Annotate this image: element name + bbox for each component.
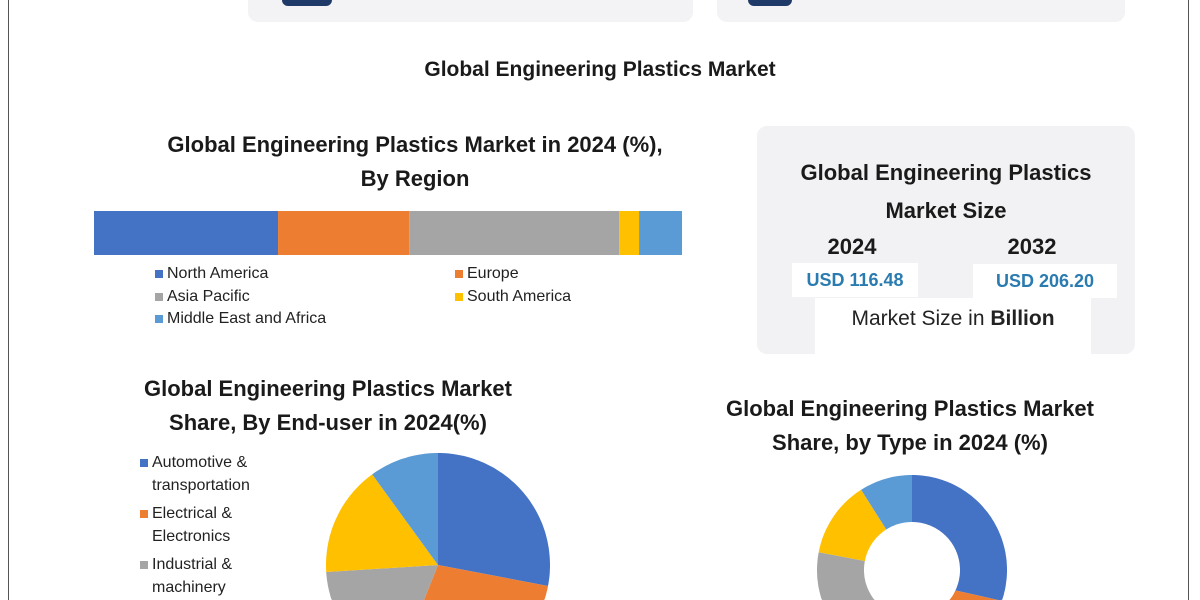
- enduser-chart-title: Global Engineering Plastics Market Share…: [100, 372, 556, 440]
- bar-segment-europe: [278, 211, 410, 255]
- legend-label: South America: [467, 288, 572, 305]
- enduser-slice-1: [438, 453, 550, 586]
- top-card-right: [717, 0, 1125, 22]
- legend-swatch: [155, 315, 163, 323]
- legend-item: Industrial & machinery: [140, 553, 232, 599]
- unit-bold: Billion: [990, 307, 1055, 330]
- year-2032: 2032: [1007, 234, 1057, 259]
- type-slice-5: [861, 475, 912, 530]
- legend-swatch: [155, 270, 163, 278]
- type-slice-2: [882, 590, 998, 600]
- region-chart-title: Global Engineering Plastics Market in 20…: [90, 128, 740, 196]
- legend-item: Asia Pacific: [155, 288, 250, 306]
- top-card-left: [248, 0, 693, 22]
- legend-label: Industrial & machinery: [152, 556, 233, 596]
- market-size-title: Global Engineering Plastics: [800, 160, 1092, 185]
- legend-item: Middle East and Africa: [155, 310, 326, 328]
- legend-swatch: [140, 459, 148, 467]
- title-line: Global Engineering Plastics Market: [144, 376, 512, 401]
- title-line: Global Engineering Plastics Market: [726, 396, 1094, 421]
- legend-label: Middle East and Africa: [167, 310, 327, 327]
- bar-segment-middle-east-and-africa: [639, 211, 682, 255]
- market-size-subtitle: Market Size: [885, 198, 1007, 223]
- bar-segment-asia-pacific: [409, 211, 620, 255]
- unit-label: Market Size in Billion: [815, 298, 1091, 354]
- legend-label: Electrical & Electronics: [152, 505, 233, 545]
- legend-label: Europe: [467, 265, 519, 282]
- enduser-slice-3: [326, 565, 438, 600]
- legend-swatch: [455, 293, 463, 301]
- title-line: By Region: [360, 166, 470, 191]
- title-line: Share, by Type in 2024 (%): [772, 430, 1048, 455]
- type-slice-3: [817, 552, 898, 600]
- legend-label: Automotive & transportation: [152, 454, 250, 494]
- type-chart-title: Global Engineering Plastics Market Share…: [690, 392, 1130, 460]
- bar-segment-south-america: [619, 211, 640, 255]
- legend-item: South America: [455, 288, 571, 306]
- circle-icon: [748, 0, 792, 6]
- enduser-slice-5: [372, 453, 438, 565]
- legend-item: North America: [155, 265, 268, 283]
- title-line: Share, By End-user in 2024(%): [169, 410, 487, 435]
- bar-segment-north-america: [94, 211, 279, 255]
- type-slice-1: [912, 475, 1007, 600]
- legend-swatch: [140, 510, 148, 518]
- legend-swatch: [455, 270, 463, 278]
- enduser-slice-2: [424, 565, 548, 600]
- legend-item: Automotive & transportation: [140, 451, 250, 497]
- legend-swatch: [140, 561, 148, 569]
- legend-item: Electrical & Electronics: [140, 502, 232, 548]
- legend-label: Asia Pacific: [167, 288, 250, 305]
- page-title: Global Engineering Plastics Market: [424, 58, 776, 81]
- page-frame: [8, 0, 1189, 600]
- type-slice-4: [818, 489, 887, 561]
- title-line: Global Engineering Plastics Market in 20…: [167, 132, 663, 157]
- unit-prefix: Market Size in: [851, 307, 991, 330]
- value-2032: USD 206.20: [973, 264, 1117, 298]
- market-size-box: Global Engineering Plastics Market Size …: [757, 126, 1135, 354]
- legend-swatch: [155, 293, 163, 301]
- year-2024: 2024: [827, 234, 877, 259]
- value-2024: USD 116.48: [792, 263, 918, 297]
- legend-item: Europe: [455, 265, 519, 283]
- legend-label: North America: [167, 265, 269, 282]
- circle-icon: [282, 0, 332, 6]
- enduser-slice-4: [326, 474, 438, 572]
